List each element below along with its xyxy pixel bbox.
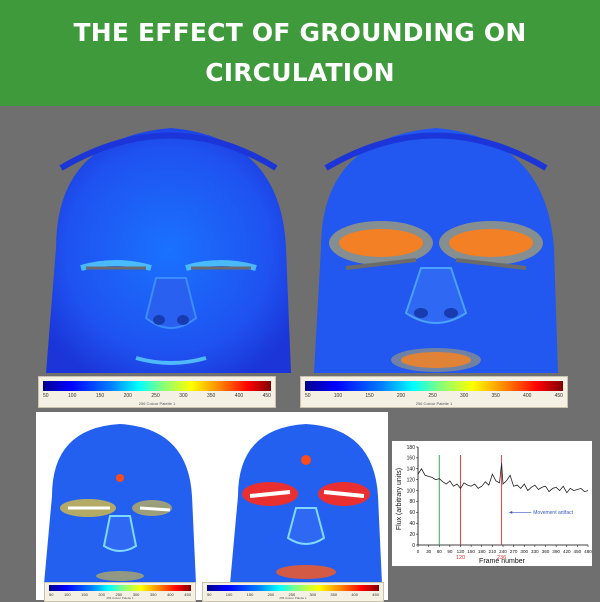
y-tick-label: 120 (407, 477, 416, 483)
x-tick-label: 480 (584, 549, 592, 554)
annotation-label: Movement artifact (533, 510, 573, 516)
y-tick-label: 180 (407, 445, 416, 451)
color-gradient (49, 585, 191, 591)
x-tick-label: 450 (574, 549, 582, 554)
bottom-thermal-panel: 50 100 150 200 250 300 350 400 450 256 C… (36, 412, 388, 602)
x-tick-label: 330 (531, 549, 539, 554)
x-tick-label: 150 (467, 549, 475, 554)
colorbar-caption: 256 Colour Palette 1 (415, 401, 453, 406)
colorbar-bottom-right: 50 100 150 200 250 300 350 400 450 256 C… (202, 582, 384, 602)
x-tick-label: 0 (417, 549, 420, 554)
y-tick-label: 60 (409, 510, 415, 516)
chart-axes (417, 447, 588, 546)
x-axis-label: Frame number (479, 558, 526, 565)
annotation-arrowhead (509, 510, 513, 514)
x-tick-label: 30 (426, 549, 432, 554)
color-gradient (207, 585, 379, 591)
colorbar-caption: 256 Colour Palette 1 (138, 401, 176, 406)
x-tick-label: 300 (520, 549, 528, 554)
chart-annotations: Movement artifact (509, 510, 574, 516)
x-tick-label: 240 (499, 549, 507, 554)
x-tick-label: 60 (437, 549, 443, 554)
flux-series-line (417, 463, 589, 494)
x-tick-label: 360 (542, 549, 550, 554)
x-tick-label: 120 (457, 549, 465, 554)
colorbar-ticks: 50 100 150 200 250 300 350 400 450 (305, 393, 563, 399)
color-gradient (43, 381, 271, 391)
colorbar-top-left: 50 100 150 200 250 300 350 400 450 256 C… (38, 376, 276, 408)
y-tick-label: 20 (409, 532, 415, 538)
bottom-left-face-scan (44, 424, 196, 584)
x-tick-label: 390 (552, 549, 560, 554)
colorbar-bottom-left: 50 100 150 200 250 300 350 400 450 256 C… (44, 582, 196, 602)
frame-marker-label: 236 (497, 555, 506, 561)
y-tick-label: 0 (412, 543, 415, 549)
y-axis-label: Flux (arbitrary units) (396, 468, 403, 530)
flux-chart: 0 20 40 60 80 100 120 140 160 180 0 30 60 90 120 150 18… (392, 441, 592, 566)
x-tick-label: 210 (489, 549, 497, 554)
top-right-face-scan (314, 128, 558, 373)
x-tick-label: 180 (478, 549, 486, 554)
frame-marker-label: 120 (456, 555, 465, 561)
y-tick-label: 160 (407, 456, 416, 462)
top-left-face-scan (46, 128, 291, 373)
x-tick-label: 270 (510, 549, 518, 554)
colorbar-ticks: 50 100 150 200 250 300 350 400 450 (43, 393, 271, 399)
x-tick-label: 420 (563, 549, 571, 554)
x-tick-label: 90 (447, 549, 453, 554)
colorbar-caption: 256 Colour Palette 1 (106, 596, 134, 600)
colorbar-ticks: 50 100 150 200 250 300 350 400 450 (49, 592, 191, 597)
colorbar-top-right: 50 100 150 200 250 300 350 400 450 256 C… (300, 376, 568, 408)
bottom-right-face-scan (230, 424, 382, 584)
y-tick-labels: 0 20 40 60 80 100 120 140 160 180 (407, 445, 418, 549)
y-tick-label: 140 (407, 467, 416, 473)
colorbar-caption: 256 Colour Palette 1 (279, 596, 307, 600)
colorbar-ticks: 50 100 150 200 250 300 350 400 450 (207, 592, 379, 597)
x-tick-labels: 0 30 60 90 120 150 180 210 240 270 300 330 360 390 420… (417, 545, 592, 554)
y-tick-label: 40 (409, 521, 415, 527)
title-banner: THE EFFECT OF GROUNDING ON CIRCULATION (0, 0, 600, 106)
y-tick-label: 80 (409, 499, 415, 505)
y-tick-label: 100 (407, 488, 416, 494)
page-title: THE EFFECT OF GROUNDING ON CIRCULATION (73, 18, 527, 87)
color-gradient (305, 381, 563, 391)
frame-markers: 120 236 (438, 455, 506, 561)
top-thermal-panel: 50 100 150 200 250 300 350 400 450 256 C… (36, 108, 568, 410)
